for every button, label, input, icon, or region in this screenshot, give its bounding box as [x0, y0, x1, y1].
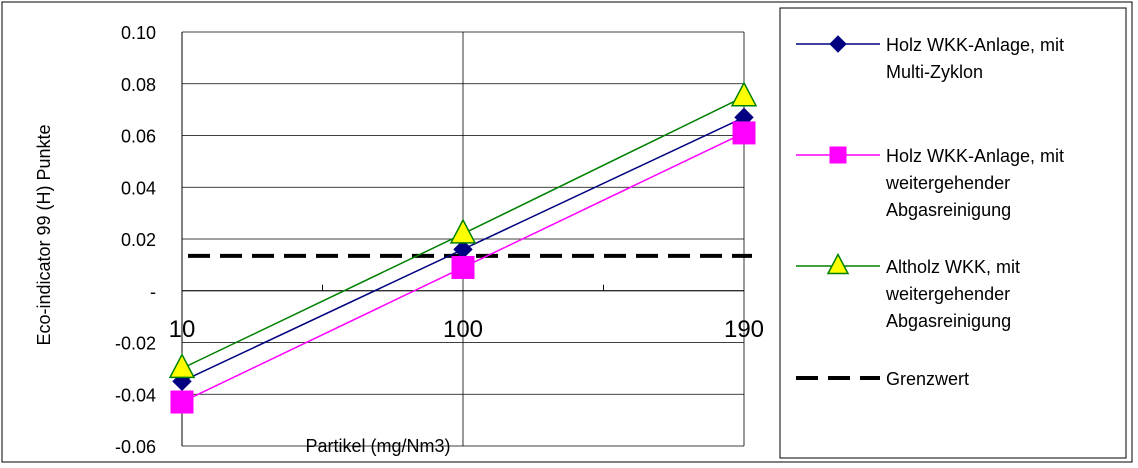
legend-label: weitergehender [885, 173, 1010, 193]
legend-marker-2 [829, 146, 847, 164]
legend-label: weitergehender [885, 284, 1010, 304]
y-axis-title: Eco-indicator 99 (H) Punkte [34, 124, 54, 345]
y-tick-label: -0.02 [115, 334, 156, 354]
y-tick-label: 0.04 [121, 178, 156, 198]
y-tick-label: 0.02 [121, 230, 156, 250]
legend-label: Altholz WKK, mit [886, 257, 1020, 277]
series-2-point [451, 255, 475, 279]
x-axis-title: Partikel (mg/Nm3) [305, 436, 450, 456]
series-2-point [170, 390, 194, 414]
legend-label: Holz WKK-Anlage, mit [886, 146, 1064, 166]
axis-layer: 0.10 0.08 0.06 0.04 0.02 - -0.02 -0.04 -0.06 10 10… [115, 23, 764, 457]
y-tick-label: 0.08 [121, 75, 156, 95]
series-3-point [730, 81, 758, 107]
series-layer [168, 81, 758, 414]
x-tick-label: 190 [724, 316, 764, 343]
x-tick-label: 10 [169, 316, 196, 343]
series-3-point [168, 352, 196, 379]
y-tick-label: 0.06 [121, 127, 156, 147]
y-tick-label: 0.10 [121, 23, 156, 43]
x-tick-label: 100 [443, 316, 483, 343]
legend-label: Abgasreinigung [886, 200, 1011, 220]
series-2-point [732, 121, 756, 145]
legend-label: Grenzwert [886, 369, 969, 389]
legend-marker-1 [829, 35, 847, 53]
y-tick-label: -0.04 [115, 385, 156, 405]
series-3-point [449, 218, 477, 244]
legend-frame [779, 7, 1127, 459]
y-tick-label: -0.06 [115, 437, 156, 457]
y-tick-label: - [150, 282, 156, 302]
legend: Holz WKK-Anlage, mit Multi-Zyklon Holz WKK… [796, 35, 1064, 389]
legend-label: Holz WKK-Anlage, mit [886, 35, 1064, 55]
legend-label: Abgasreinigung [886, 311, 1011, 331]
legend-label: Multi-Zyklon [886, 62, 983, 82]
legend-marker-3 [826, 252, 850, 275]
